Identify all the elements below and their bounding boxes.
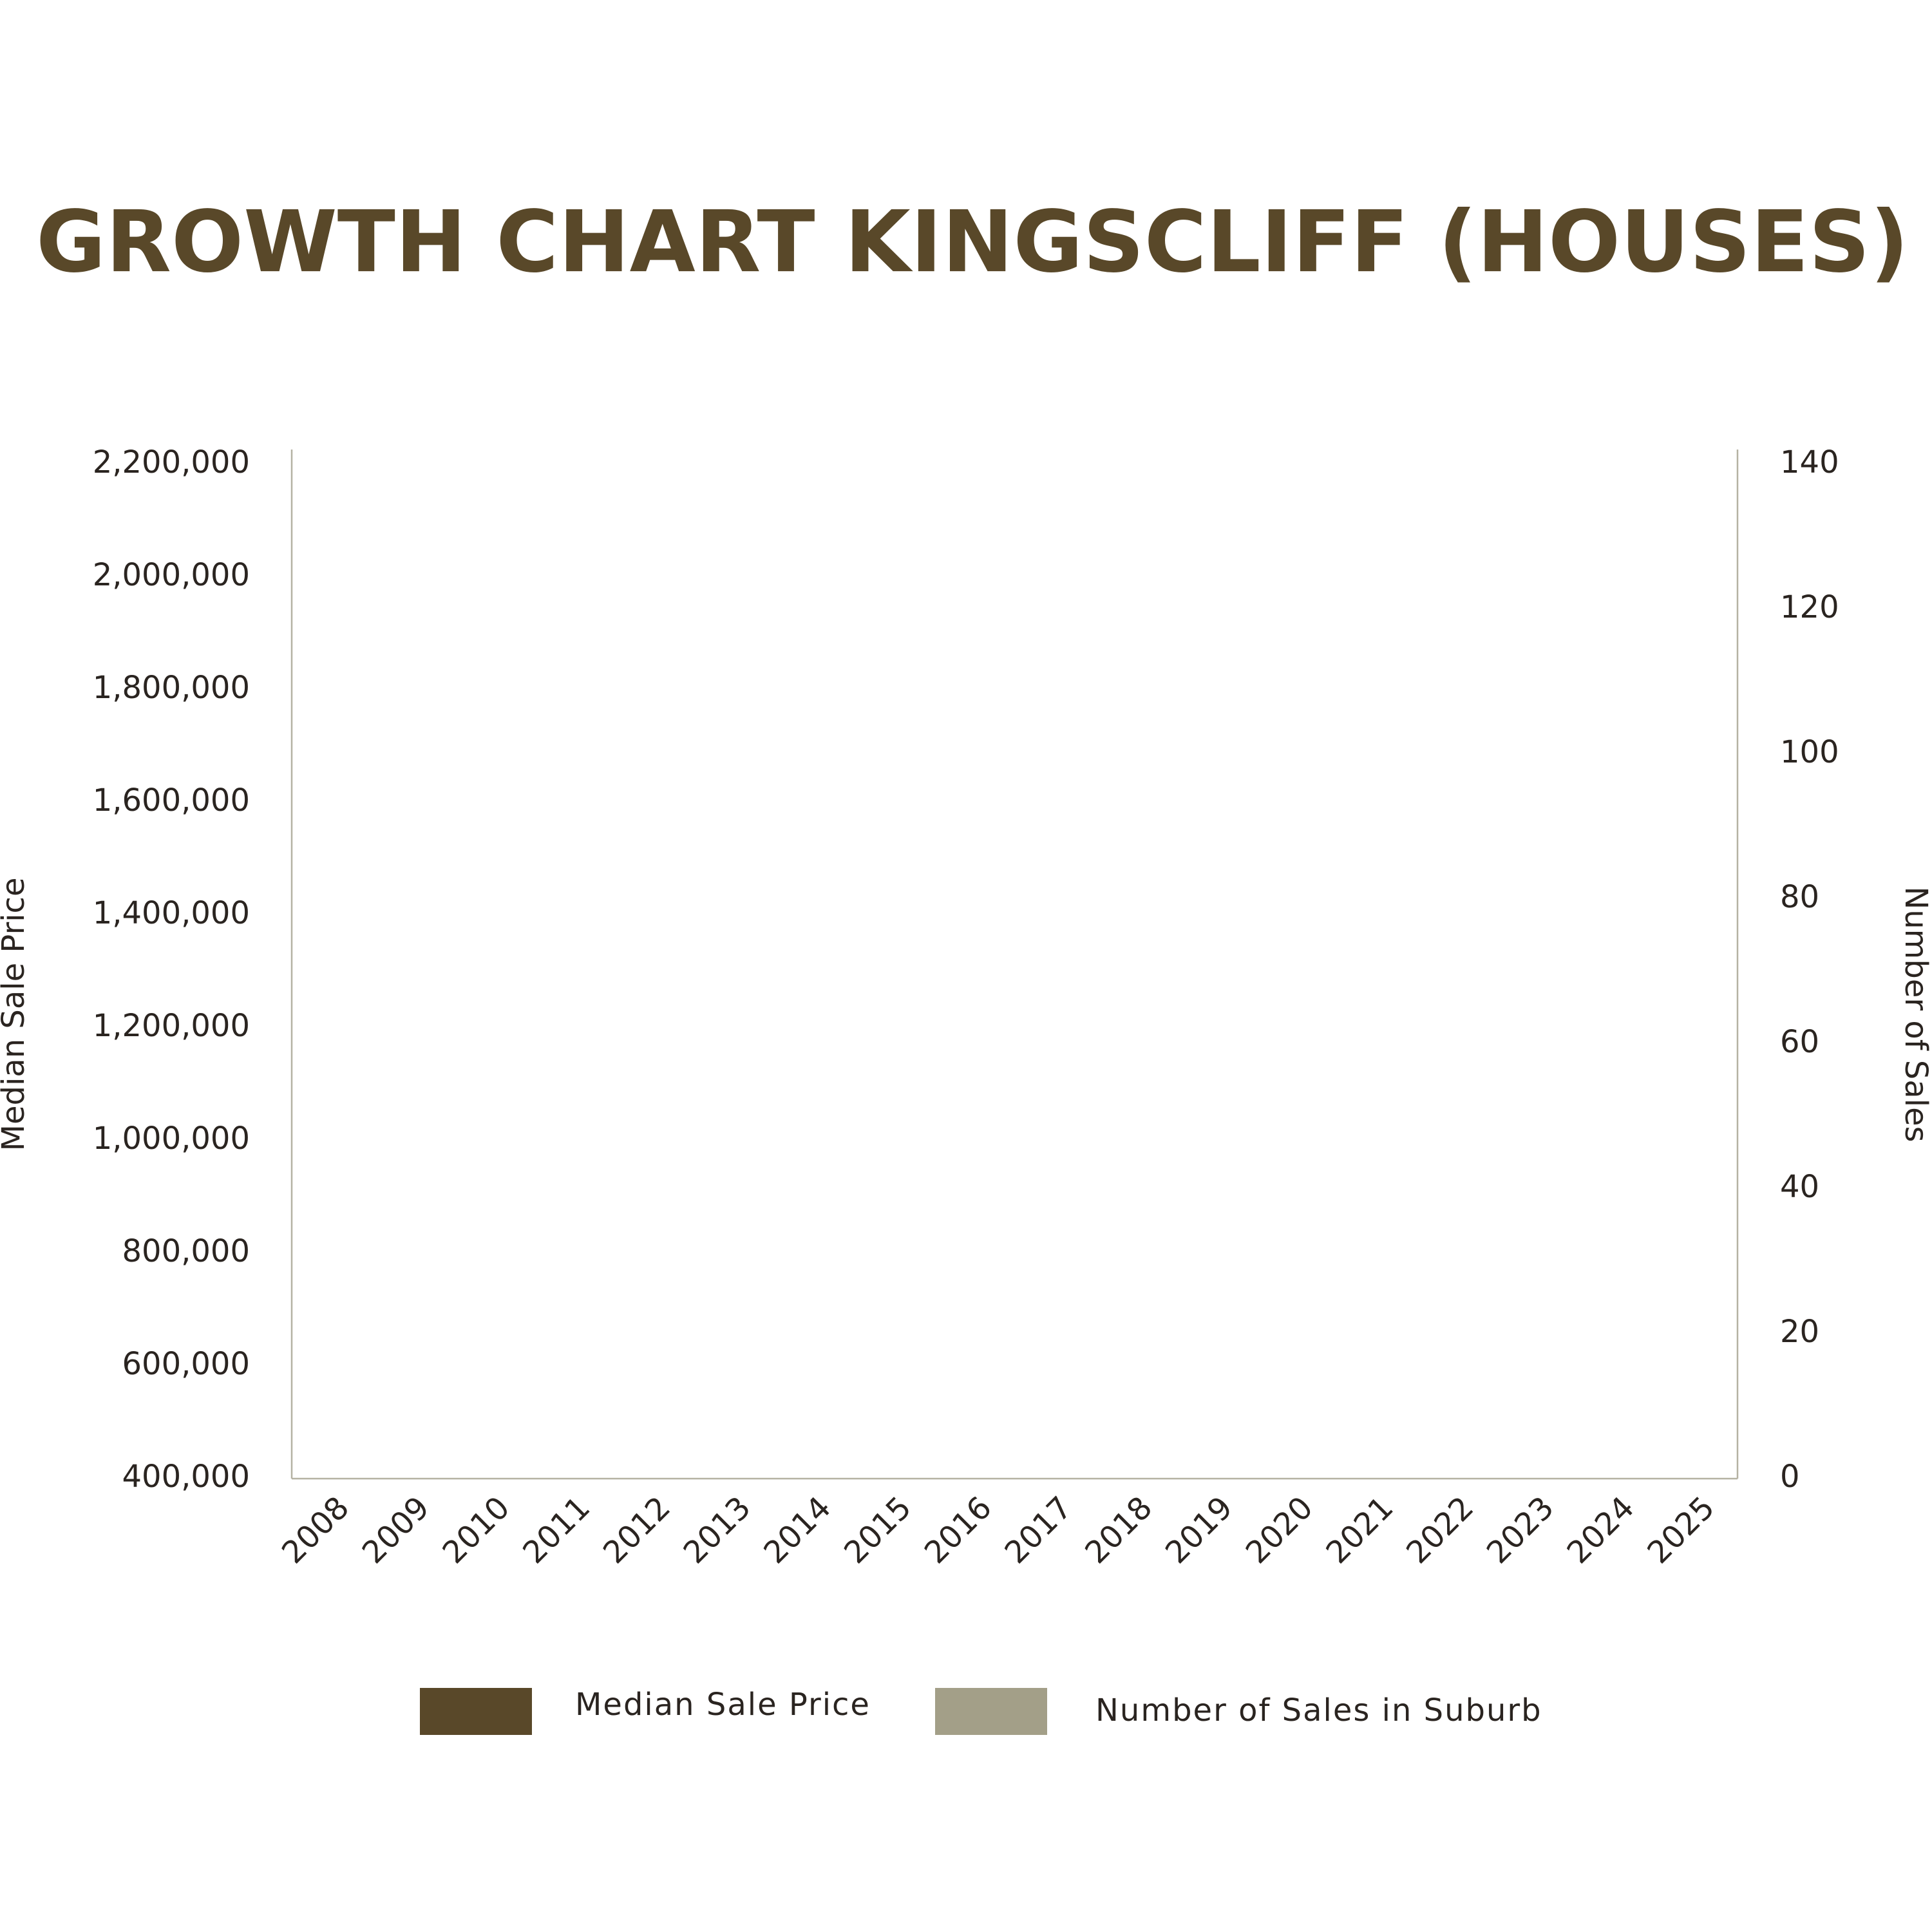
x-tick-label: 2021: [1319, 1490, 1400, 1571]
legend-swatch: [935, 1688, 1047, 1735]
x-tick-label: 2016: [918, 1490, 999, 1571]
y2-tick-label: 0: [1780, 1459, 1800, 1495]
x-tick-label: 2019: [1159, 1490, 1240, 1571]
x-tick-label: 2014: [757, 1490, 838, 1571]
y-tick-label: 800,000: [122, 1233, 251, 1269]
y-tick-label: 600,000: [122, 1346, 251, 1382]
y2-tick-label: 20: [1780, 1314, 1819, 1350]
y-tick-label: 1,800,000: [93, 670, 250, 706]
x-tick-label: 2024: [1560, 1490, 1642, 1571]
x-tick-label: 2022: [1399, 1490, 1481, 1571]
x-tick-label: 2012: [596, 1490, 677, 1571]
y-tick-label: 1,200,000: [93, 1008, 250, 1044]
x-tick-label: 2013: [677, 1490, 758, 1571]
y-tick-label: 400,000: [122, 1459, 251, 1495]
x-tick-label: 2020: [1239, 1490, 1320, 1571]
x-tick-label: 2010: [436, 1490, 517, 1571]
x-tick-label: 2009: [355, 1490, 437, 1571]
y-tick-label: 2,200,000: [93, 444, 250, 480]
x-tick-label: 2023: [1480, 1490, 1561, 1571]
y-tick-label: 1,400,000: [93, 895, 250, 931]
x-tick-label: 2015: [837, 1490, 918, 1571]
y-tick-label: 1,600,000: [93, 782, 250, 819]
y2-axis-title: Number of Sales: [1898, 886, 1932, 1142]
x-tick-label: 2025: [1640, 1490, 1721, 1571]
legend-label: Median Sale Price: [575, 1687, 871, 1723]
chart-title: GROWTH CHART KINGSCLIFF (HOUSES): [36, 193, 1909, 292]
y2-tick-label: 40: [1780, 1169, 1819, 1205]
y2-tick-label: 120: [1780, 589, 1839, 625]
y-tick-label: 2,000,000: [93, 557, 250, 593]
legend-swatch: [420, 1688, 532, 1735]
x-tick-label: 2011: [516, 1490, 597, 1571]
legend-label: Number of Sales in Suburb: [1095, 1692, 1542, 1728]
x-tick-label: 2008: [275, 1490, 356, 1571]
x-tick-label: 2018: [1078, 1490, 1159, 1571]
y2-tick-label: 80: [1780, 879, 1819, 915]
y2-tick-label: 60: [1780, 1024, 1819, 1060]
y-tick-label: 1,000,000: [93, 1121, 250, 1157]
y-axis-title: Median Sale Price: [0, 878, 32, 1151]
x-tick-label: 2017: [998, 1490, 1079, 1571]
y2-tick-label: 140: [1780, 444, 1839, 480]
y2-tick-label: 100: [1780, 734, 1839, 770]
